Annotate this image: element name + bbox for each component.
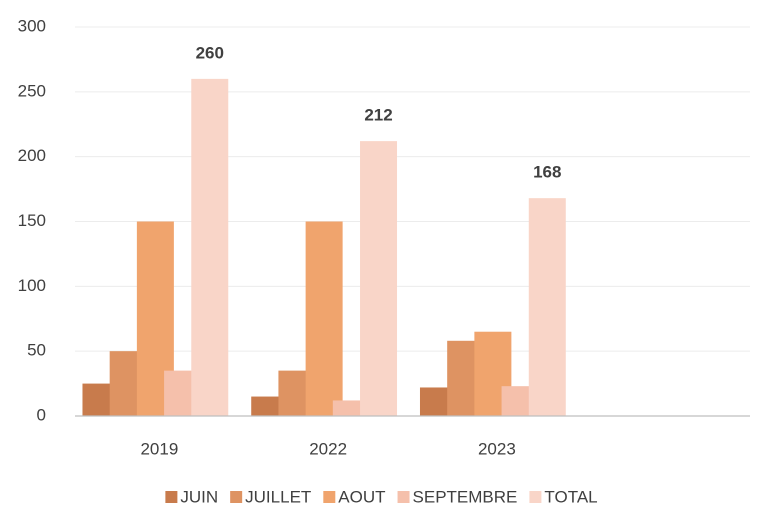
bar [305, 221, 343, 416]
legend-label: JUIN [180, 487, 218, 506]
legend-swatch [165, 491, 178, 503]
legend-label: SEPTEMBRE [413, 487, 518, 506]
y-tick-label: 0 [37, 405, 46, 424]
legend-label: AOUT [338, 487, 385, 506]
y-tick-label: 50 [27, 341, 46, 360]
y-tick-label: 300 [18, 16, 46, 35]
legend-label: JUILLET [245, 487, 311, 506]
bar [360, 141, 398, 416]
data-label: 212 [364, 106, 392, 125]
bar [191, 78, 229, 416]
legend-swatch [397, 491, 410, 503]
legend-swatch [529, 491, 542, 503]
x-tick-label: 2019 [140, 439, 178, 458]
x-tick-label: 2022 [309, 439, 347, 458]
legend-label: TOTAL [544, 487, 597, 506]
y-tick-label: 200 [18, 146, 46, 165]
data-label: 260 [196, 43, 224, 62]
y-tick-label: 250 [18, 81, 46, 100]
bar [528, 198, 566, 416]
x-tick-label: 2023 [478, 439, 516, 458]
data-label: 168 [533, 163, 561, 182]
y-tick-label: 100 [18, 276, 46, 295]
legend-swatch [323, 491, 336, 503]
legend-swatch [230, 491, 243, 503]
y-tick-label: 150 [18, 211, 46, 230]
